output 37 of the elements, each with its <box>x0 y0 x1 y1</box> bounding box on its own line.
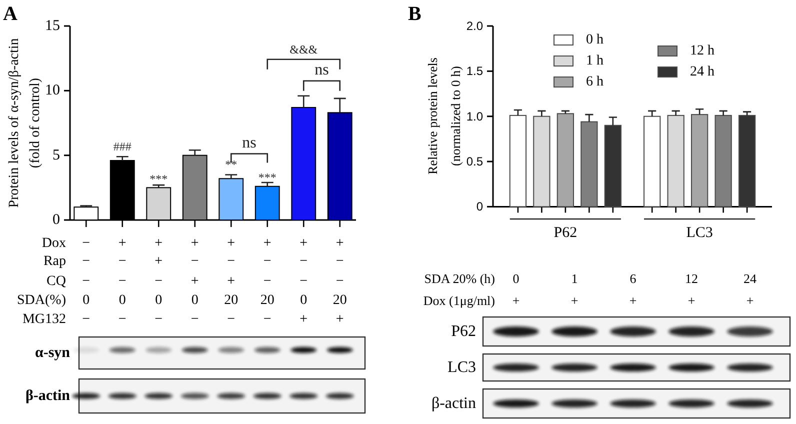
text: Rap − − + − − − − − <box>43 254 344 268</box>
text: P62 <box>451 323 476 340</box>
legend-label: 1 h <box>586 54 604 68</box>
y-tick-label: 0 <box>52 212 60 228</box>
annotation: *** <box>258 170 276 184</box>
y-tick-label: 5 <box>52 147 60 164</box>
text: α-syn <box>34 345 71 361</box>
text: Dox (1μg/ml) + + + + + <box>423 292 754 308</box>
chart-title: A <box>3 3 18 25</box>
annotation: ns <box>242 134 256 152</box>
chart-title: B <box>408 3 422 25</box>
legend-label: 12 h <box>690 44 714 58</box>
legend-label: 24 h <box>690 64 714 80</box>
y-axis-title: Relative protein levels (normalized to 0 h) <box>424 58 462 174</box>
legend-label: 0 h <box>586 32 604 48</box>
y-tick-label: 0.5 <box>466 154 484 169</box>
legend-label: 6 h <box>586 74 604 90</box>
text: Dox − + + + + + + + <box>42 236 344 250</box>
text: SDA 20% (h) 0 1 6 12 24 <box>424 270 756 286</box>
annotation: &&& <box>290 42 318 56</box>
annotation: ns <box>314 61 329 78</box>
y-tick-label: 2.0 <box>466 19 484 33</box>
text: LC3 <box>448 359 476 376</box>
text: β-actin <box>25 388 71 404</box>
text: SDA(%) 0 0 0 0 20 20 0 20 <box>17 292 347 308</box>
text: β-actin <box>431 395 476 412</box>
text: CQ − − − + + − − − <box>46 274 344 288</box>
text: MG132 − − − − − − + + <box>22 312 344 326</box>
y-tick-label: 1.0 <box>466 109 484 124</box>
y-tick-label: 15 <box>45 18 60 34</box>
annotation: ** <box>225 158 238 172</box>
y-tick-label: 10 <box>45 82 60 99</box>
y-tick-label: 0 <box>476 200 484 214</box>
annotation: *** <box>150 172 168 186</box>
y-tick-label: 1.5 <box>466 64 484 78</box>
annotation: ### <box>113 140 132 154</box>
y-axis-title: Protein levels of α-syn/β-actin (fold of control) <box>6 38 42 208</box>
